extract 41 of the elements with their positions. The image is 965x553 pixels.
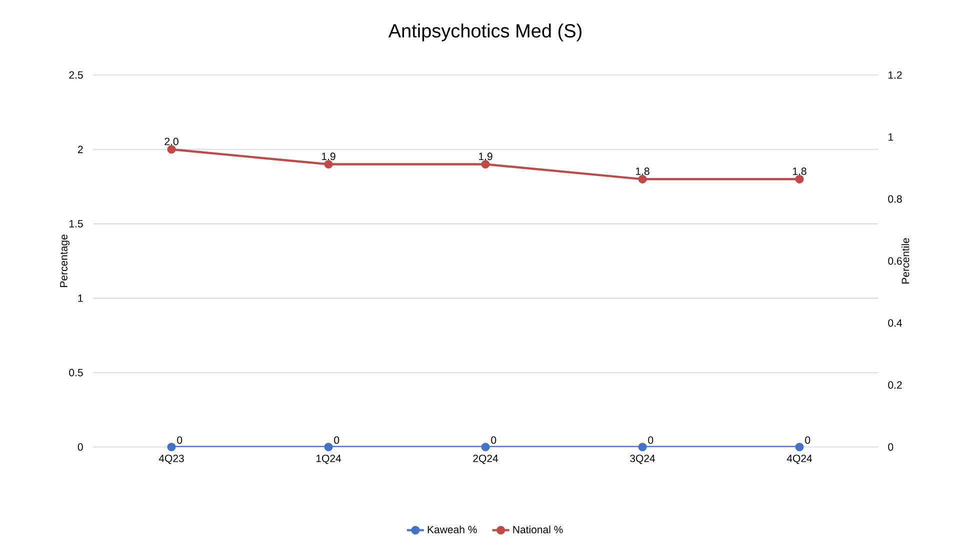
data-label: 0 xyxy=(491,436,496,444)
y-tick-label: 2 xyxy=(78,146,83,154)
x-tick-label: 4Q24 xyxy=(786,454,812,464)
y2-tick-label: 0.4 xyxy=(888,319,902,327)
legend-label: National % xyxy=(513,526,563,534)
data-label: 1.9 xyxy=(322,152,336,160)
y2-axis-title: Percentile xyxy=(902,238,910,284)
x-tick-label: 4Q23 xyxy=(158,454,184,464)
y-tick-label: 2.5 xyxy=(69,71,83,79)
chart-title: Antipsychotics Med (S) xyxy=(388,24,582,42)
y-tick-label: 1.5 xyxy=(70,220,83,228)
point xyxy=(167,145,176,154)
data-label: 2.0 xyxy=(164,138,178,146)
x-tick-label: 3Q24 xyxy=(630,454,656,464)
y-tick-label: 0 xyxy=(78,443,83,451)
y2-tick-label: 1 xyxy=(888,133,894,141)
point xyxy=(795,174,804,184)
y2-tick-label: 0.2 xyxy=(888,381,902,389)
x-tick-label: 2Q24 xyxy=(473,454,498,464)
point xyxy=(481,442,490,452)
y2-tick-label: 0 xyxy=(888,443,894,451)
point xyxy=(324,442,333,452)
y-axis-title: Percentage xyxy=(60,234,70,287)
data-label: 0 xyxy=(805,436,810,444)
point xyxy=(795,442,804,452)
y2-tick-label: 0.8 xyxy=(888,195,902,203)
data-label: 1.8 xyxy=(793,168,806,175)
y-tick-label: 0.5 xyxy=(69,368,83,376)
data-label: 0 xyxy=(648,436,654,444)
x-tick-label: 1Q24 xyxy=(316,454,342,464)
legend-label: Kaweah % xyxy=(428,526,477,534)
point xyxy=(167,442,176,452)
data-label: 0 xyxy=(334,436,340,444)
y-tick-label: 1 xyxy=(78,294,83,302)
y2-tick-label: 1.2 xyxy=(888,71,902,79)
data-label: 1.9 xyxy=(479,152,492,160)
point xyxy=(638,442,647,452)
point xyxy=(638,174,647,184)
data-label: 1.8 xyxy=(636,168,650,175)
data-label: 0 xyxy=(177,436,182,444)
y2-tick-label: 0.6 xyxy=(888,257,902,265)
